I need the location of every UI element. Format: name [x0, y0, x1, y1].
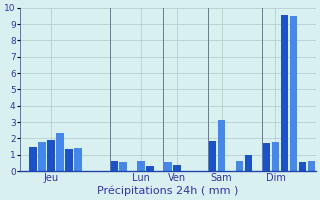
Bar	[173, 165, 180, 171]
X-axis label: Précipitations 24h ( mm ): Précipitations 24h ( mm )	[97, 185, 238, 196]
Bar	[146, 166, 154, 171]
Bar	[218, 120, 226, 171]
Bar	[308, 161, 315, 171]
Bar	[137, 161, 145, 171]
Bar	[164, 162, 172, 171]
Bar	[299, 162, 306, 171]
Bar	[209, 141, 217, 171]
Bar	[119, 162, 127, 171]
Bar	[110, 161, 118, 171]
Bar	[38, 142, 46, 171]
Bar	[272, 142, 279, 171]
Bar	[290, 16, 297, 171]
Bar	[74, 148, 82, 171]
Bar	[65, 149, 73, 171]
Bar	[236, 161, 244, 171]
Bar	[245, 155, 252, 171]
Bar	[281, 15, 288, 171]
Bar	[47, 140, 55, 171]
Bar	[263, 143, 270, 171]
Bar	[29, 147, 37, 171]
Bar	[56, 133, 64, 171]
